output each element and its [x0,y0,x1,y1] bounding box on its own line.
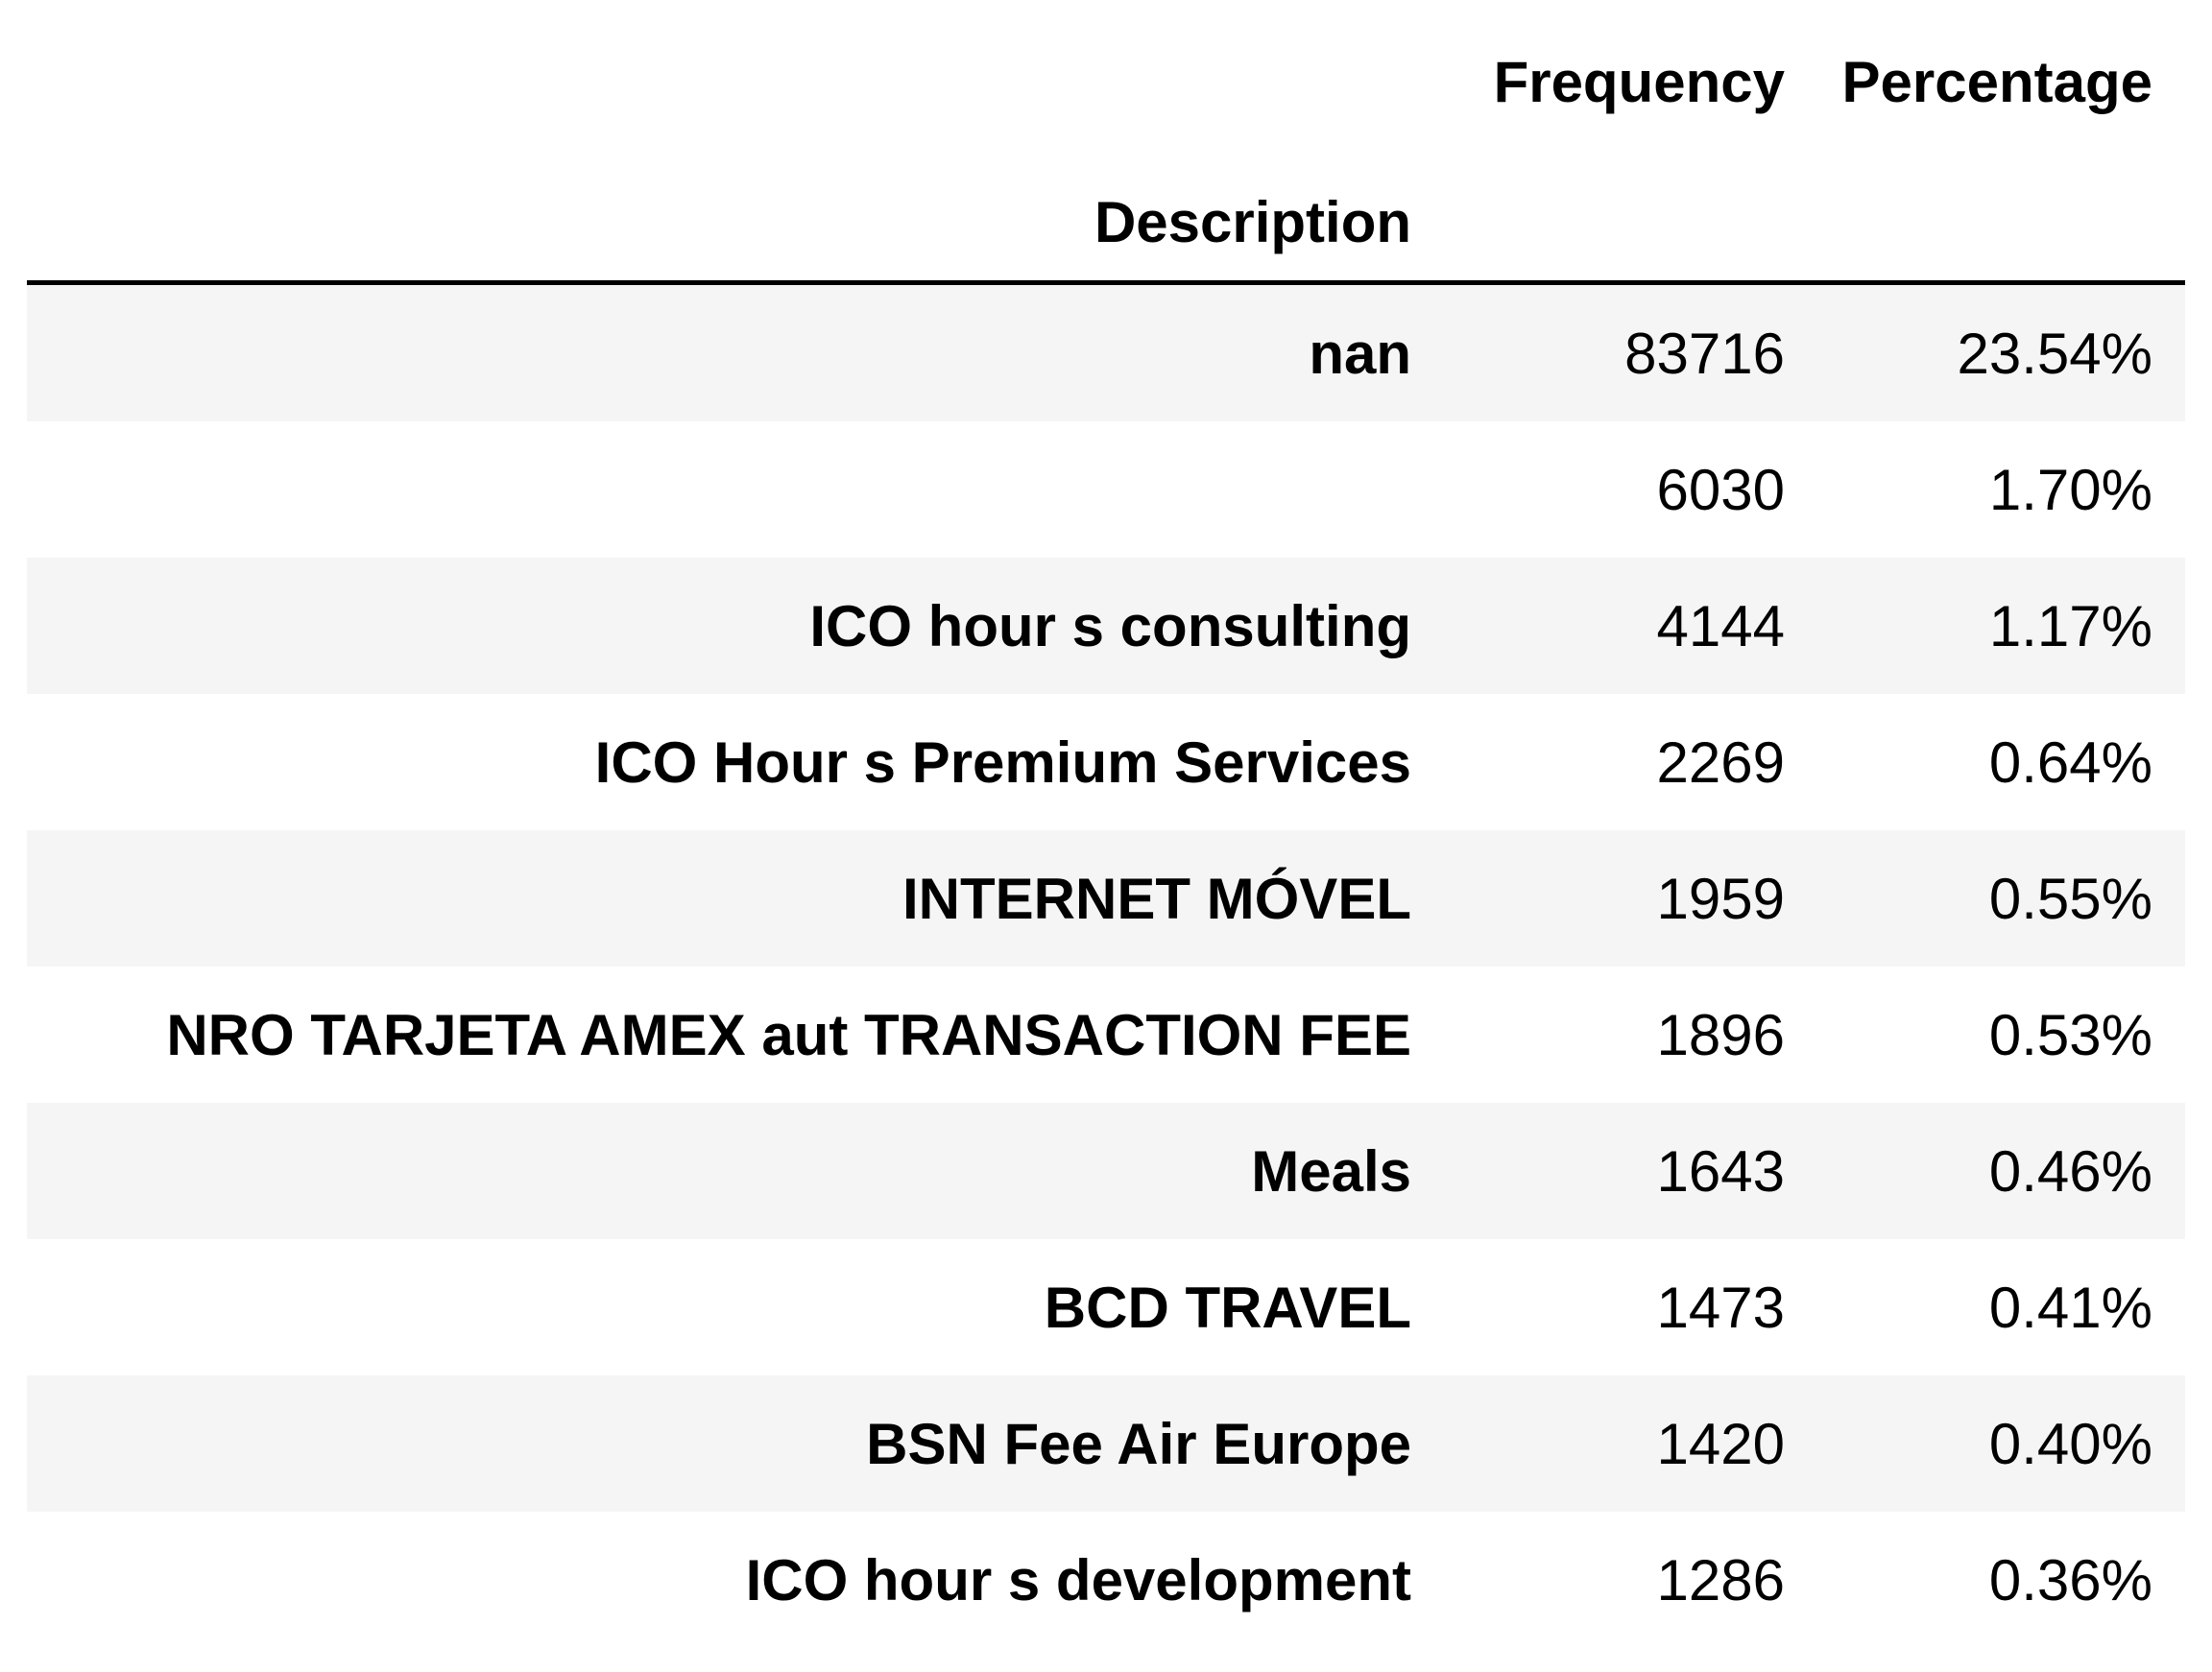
row-frequency: 1420 [1656,1411,1785,1476]
column-header-percentage: Percentage [1841,49,2153,114]
table-row: ICO Hour s Premium Services 2269 0.64% [27,694,2185,830]
table-row: NRO TARJETA AMEX aut TRANSACTION FEE 189… [27,967,2185,1103]
row-percentage: 0.41% [1988,1275,2152,1340]
table-row: BSN Fee Air Europe 1420 0.40% [27,1375,2185,1512]
column-header-row: Frequency Percentage [27,0,2185,163]
table-row: BCD TRAVEL 1473 0.41% [27,1239,2185,1375]
table-row: 6030 1.70% [27,421,2185,558]
row-percentage: 0.36% [1988,1547,2152,1612]
row-frequency: 2269 [1656,729,1785,795]
table-row: ICO hour s development 1286 0.36% [27,1512,2185,1648]
table-body: nan 83716 23.54% 6030 1.70% ICO hour s c… [27,282,2185,1648]
row-description: BCD TRAVEL [1044,1275,1411,1340]
table-row: INTERNET MÓVEL 1959 0.55% [27,830,2185,967]
row-description: Meals [1251,1138,1411,1204]
frequency-table: Frequency Percentage Description nan 837… [27,0,2185,1648]
row-description: nan [1309,321,1411,386]
row-frequency: 1959 [1656,866,1785,931]
row-description: BSN Fee Air Europe [866,1411,1411,1476]
row-frequency: 1473 [1656,1275,1785,1340]
table-row: ICO hour s consulting 4144 1.17% [27,558,2185,694]
table-row: nan 83716 23.54% [27,282,2185,421]
row-percentage: 23.54% [1957,321,2153,386]
row-frequency: 1286 [1656,1547,1785,1612]
row-description: NRO TARJETA AMEX aut TRANSACTION FEE [166,1002,1411,1067]
index-header-row: Description [27,163,2185,283]
column-header-frequency: Frequency [1493,49,1785,114]
blank-header-cell [1411,163,1785,283]
table-row: Meals 1643 0.46% [27,1103,2185,1239]
table-header: Frequency Percentage Description [27,0,2185,283]
row-frequency: 83716 [1624,321,1785,386]
row-frequency: 1896 [1656,1002,1785,1067]
row-description [27,421,1411,558]
row-percentage: 0.53% [1988,1002,2152,1067]
row-description: ICO hour s development [745,1547,1411,1612]
row-percentage: 0.46% [1988,1138,2152,1204]
index-name-header: Description [1094,189,1411,254]
blank-header-cell [27,0,1411,163]
blank-header-cell [1785,163,2185,283]
row-percentage: 1.70% [1988,457,2152,522]
row-description: ICO hour s consulting [809,593,1411,658]
row-percentage: 1.17% [1988,593,2152,658]
row-percentage: 0.64% [1988,729,2152,795]
row-frequency: 1643 [1656,1138,1785,1204]
row-frequency: 6030 [1656,457,1785,522]
row-percentage: 0.40% [1988,1411,2152,1476]
row-frequency: 4144 [1656,593,1785,658]
row-percentage: 0.55% [1988,866,2152,931]
row-description: ICO Hour s Premium Services [594,729,1411,795]
row-description: INTERNET MÓVEL [902,866,1411,931]
